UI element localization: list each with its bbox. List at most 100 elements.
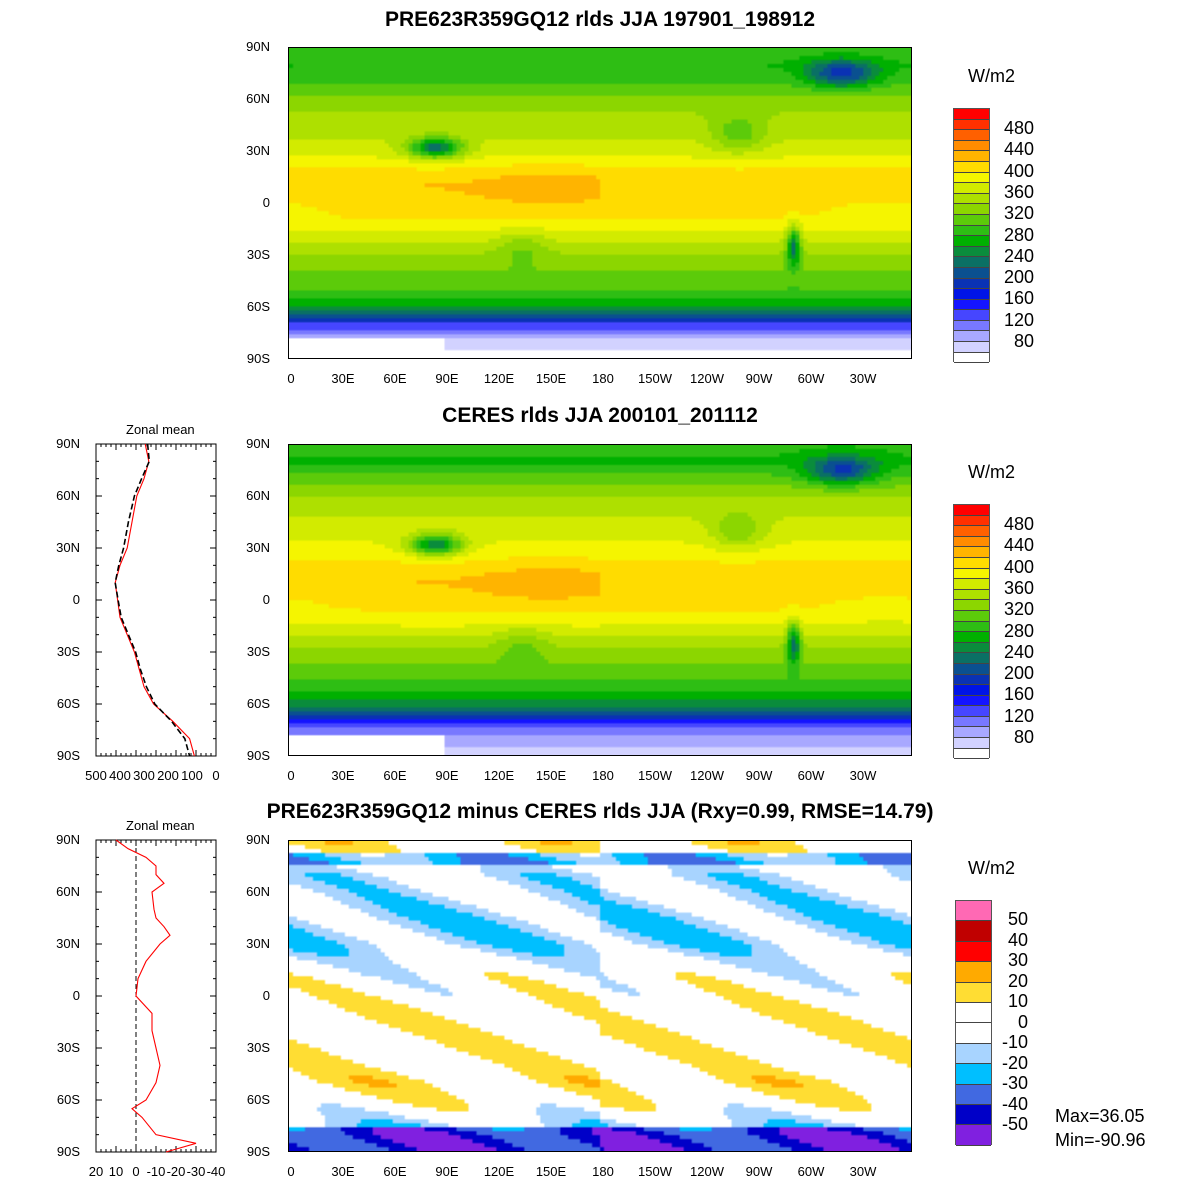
lon-tick-label: 30E (331, 1164, 355, 1179)
colorbar-box (954, 299, 989, 311)
colorbar-box (954, 727, 989, 739)
lat-tick-label: 0 (262, 592, 270, 607)
colorbar-box (954, 352, 989, 364)
series-line-pre623r359gq12 (114, 443, 195, 757)
colorbar-box (956, 1023, 991, 1044)
lat-tick-label: 60S (246, 1092, 270, 1107)
lat-tick-label: 30S (246, 1040, 270, 1055)
colorbar (953, 504, 990, 760)
colorbar-box (954, 589, 989, 601)
colorbar-box (954, 515, 989, 527)
colorbar-box (956, 982, 991, 1003)
x-tick-label: 10 (108, 1164, 124, 1179)
colorbar-label: 400 (1003, 160, 1034, 181)
colorbar-box (954, 236, 989, 247)
lat-tick-label: 60S (246, 696, 270, 711)
colorbar-box (954, 685, 989, 696)
colorbar-label: 240 (1003, 641, 1034, 662)
lat-tick-label: 0 (72, 988, 80, 1003)
colorbar-box (954, 246, 989, 258)
colorbar-label: 280 (1003, 620, 1034, 641)
lon-tick-label: 150E (535, 371, 567, 386)
colorbar-label: 120 (1003, 705, 1034, 726)
lat-tick-label: 60S (56, 696, 80, 711)
lat-tick-label: 0 (262, 195, 270, 210)
lon-tick-label: 90W (745, 1164, 773, 1179)
colorbar-box (954, 204, 989, 215)
units-label: W/m2 (968, 858, 1015, 878)
lon-tick-label: 30W (849, 1164, 877, 1179)
lat-tick-label: 90S (246, 1144, 270, 1159)
x-tick-label: 500 (85, 768, 107, 783)
ceres-map (288, 444, 912, 756)
colorbar-box (954, 738, 989, 749)
units-label: W/m2 (968, 66, 1015, 86)
colorbar-box (954, 342, 989, 353)
x-tick-label: 0 (212, 768, 220, 783)
colorbar-box (954, 642, 989, 654)
colorbar-box (956, 1104, 991, 1126)
panel2-title: CERES rlds JJA 200101_201112 (442, 404, 758, 427)
colorbar-label: -10 (1001, 1032, 1028, 1052)
colorbar-box (956, 1043, 991, 1065)
colorbar-box (954, 579, 989, 590)
lat-tick-label: 90N (56, 832, 80, 847)
lat-tick-label: 0 (262, 988, 270, 1003)
colorbar-box (954, 183, 989, 194)
colorbar-box (954, 653, 989, 664)
lat-tick-label: 30S (56, 644, 80, 659)
zonal-mean-title: Zonal mean (126, 422, 195, 437)
lon-tick-label: 120W (690, 371, 724, 386)
lat-tick-label: 30S (246, 247, 270, 262)
lat-tick-label: 60N (56, 884, 80, 899)
colorbar-label: 30 (1007, 950, 1028, 970)
colorbar-box (954, 310, 989, 321)
lat-tick-label: 30S (56, 1040, 80, 1055)
colorbar-label: 320 (1003, 203, 1034, 224)
colorbar-label: 480 (1003, 118, 1034, 138)
model-map (288, 47, 912, 359)
colorbar-box (954, 151, 989, 162)
colorbar-box (954, 610, 989, 622)
lon-tick-label: 0 (287, 1164, 295, 1179)
colorbar-box (954, 289, 989, 300)
colorbar-label: 440 (1003, 535, 1034, 556)
colorbar-label: 440 (1003, 139, 1034, 160)
lon-tick-label: 60E (383, 1164, 407, 1179)
lon-tick-label: 60W (797, 768, 825, 783)
colorbar-label: 50 (1007, 909, 1028, 929)
lon-tick-label: 90W (745, 768, 773, 783)
x-tick-label: -30 (186, 1164, 206, 1179)
colorbar-label: 0 (1017, 1011, 1028, 1032)
lon-tick-label: 150W (638, 1164, 672, 1179)
colorbar-box (956, 901, 991, 922)
min-label: Min=-90.96 (1055, 1130, 1146, 1150)
colorbar-box (954, 706, 989, 717)
colorbar-label: 120 (1003, 309, 1034, 330)
colorbar-box (954, 526, 989, 537)
zonal-mean-plot (95, 443, 217, 757)
colorbar-label: 40 (1007, 929, 1028, 950)
colorbar-label: 20 (1007, 970, 1028, 991)
colorbar-label: 80 (1013, 331, 1034, 351)
lat-tick-label: 90N (246, 39, 270, 54)
colorbar-box (956, 1125, 991, 1146)
difference-map (288, 840, 912, 1152)
lat-tick-label: 60N (246, 488, 270, 503)
lat-tick-label: 60N (56, 488, 80, 503)
zonal-mean-title: Zonal mean (126, 818, 195, 833)
zonal-mean-diff-plot (95, 839, 217, 1153)
colorbar-box (954, 140, 989, 152)
lon-tick-label: 0 (287, 371, 295, 386)
lon-tick-label: 30W (849, 768, 877, 783)
x-tick-label: -20 (166, 1164, 186, 1179)
colorbar-box (956, 1002, 991, 1024)
colorbar-box (954, 257, 989, 268)
lon-tick-label: 150W (638, 768, 672, 783)
colorbar-label: 280 (1003, 224, 1034, 245)
colorbar-box (954, 172, 989, 184)
plot-frame (95, 443, 217, 757)
lat-tick-label: 60N (246, 91, 270, 106)
colorbar-box (954, 130, 989, 141)
lat-tick-label: 90S (56, 748, 80, 763)
